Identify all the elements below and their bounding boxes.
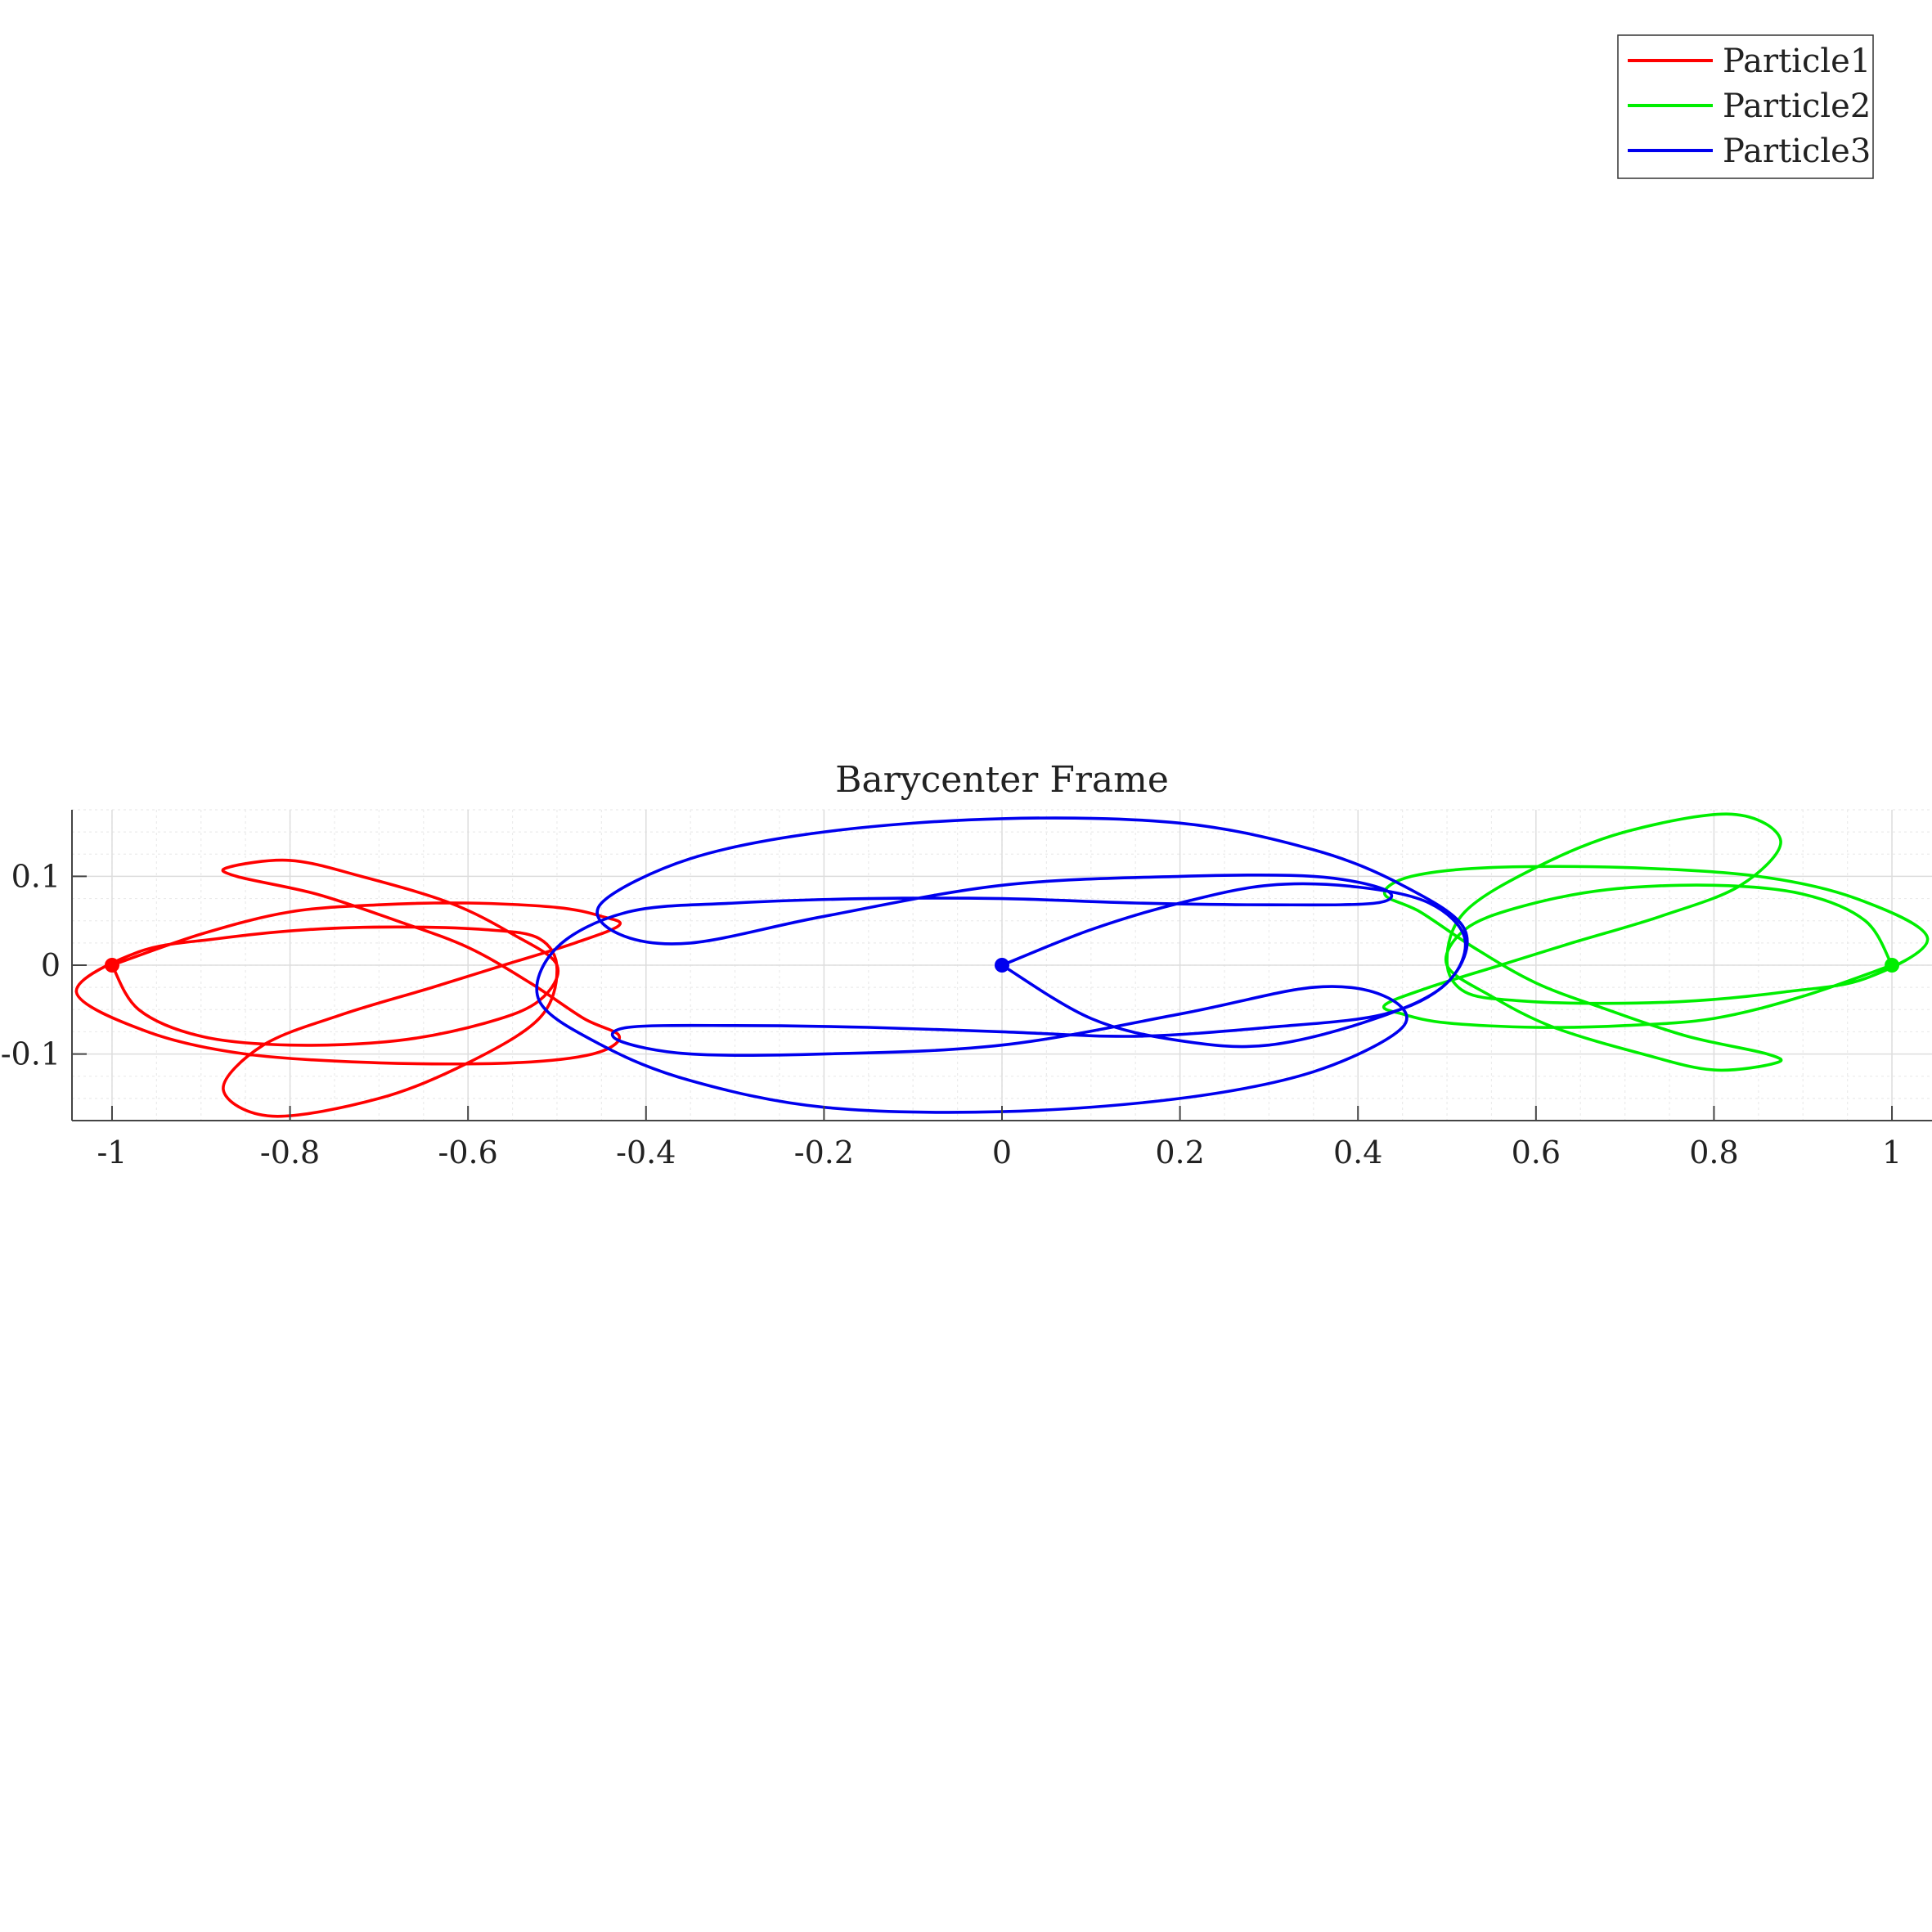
x-tick-label: 0.4 <box>1333 1134 1382 1170</box>
axes <box>71 810 1932 1121</box>
series-line-particle2 <box>1382 812 1930 1072</box>
x-tick-label: -0.8 <box>260 1134 320 1170</box>
legend: Particle1 Particle2 Particle3 <box>1617 34 1874 179</box>
chart-title: Barycenter Frame <box>835 759 1169 801</box>
tick-labels: -1 -0.8 -0.6 -0.4 -0.2 0 0.2 0.4 0.6 0.8 1 -0.1 0 0.1 <box>1 858 1902 1170</box>
legend-label-particle2: Particle2 <box>1723 88 1871 125</box>
x-tick-label: 0 <box>992 1134 1012 1170</box>
x-tick-label: -0.6 <box>438 1134 498 1170</box>
legend-label-particle1: Particle1 <box>1723 43 1871 80</box>
series-layer <box>74 812 1930 1118</box>
series-marker-particle3 <box>995 958 1009 973</box>
series-marker-particle1 <box>104 958 119 973</box>
series-line-particle3 <box>535 816 1469 1114</box>
x-tick-label: 0.6 <box>1512 1134 1561 1170</box>
series-line-particle1 <box>74 858 622 1118</box>
legend-label-particle3: Particle3 <box>1723 133 1871 170</box>
x-tick-label: -0.2 <box>794 1134 854 1170</box>
x-tick-label: -1 <box>97 1134 127 1170</box>
x-tick-label: 1 <box>1882 1134 1902 1170</box>
y-tick-label: -0.1 <box>1 1036 61 1072</box>
x-tick-label: -0.4 <box>616 1134 676 1170</box>
series-marker-particle2 <box>1885 958 1900 973</box>
y-tick-label: 0.1 <box>11 858 61 894</box>
x-tick-label: 0.2 <box>1155 1134 1204 1170</box>
y-tick-label: 0 <box>41 947 61 983</box>
x-tick-label: 0.8 <box>1689 1134 1738 1170</box>
